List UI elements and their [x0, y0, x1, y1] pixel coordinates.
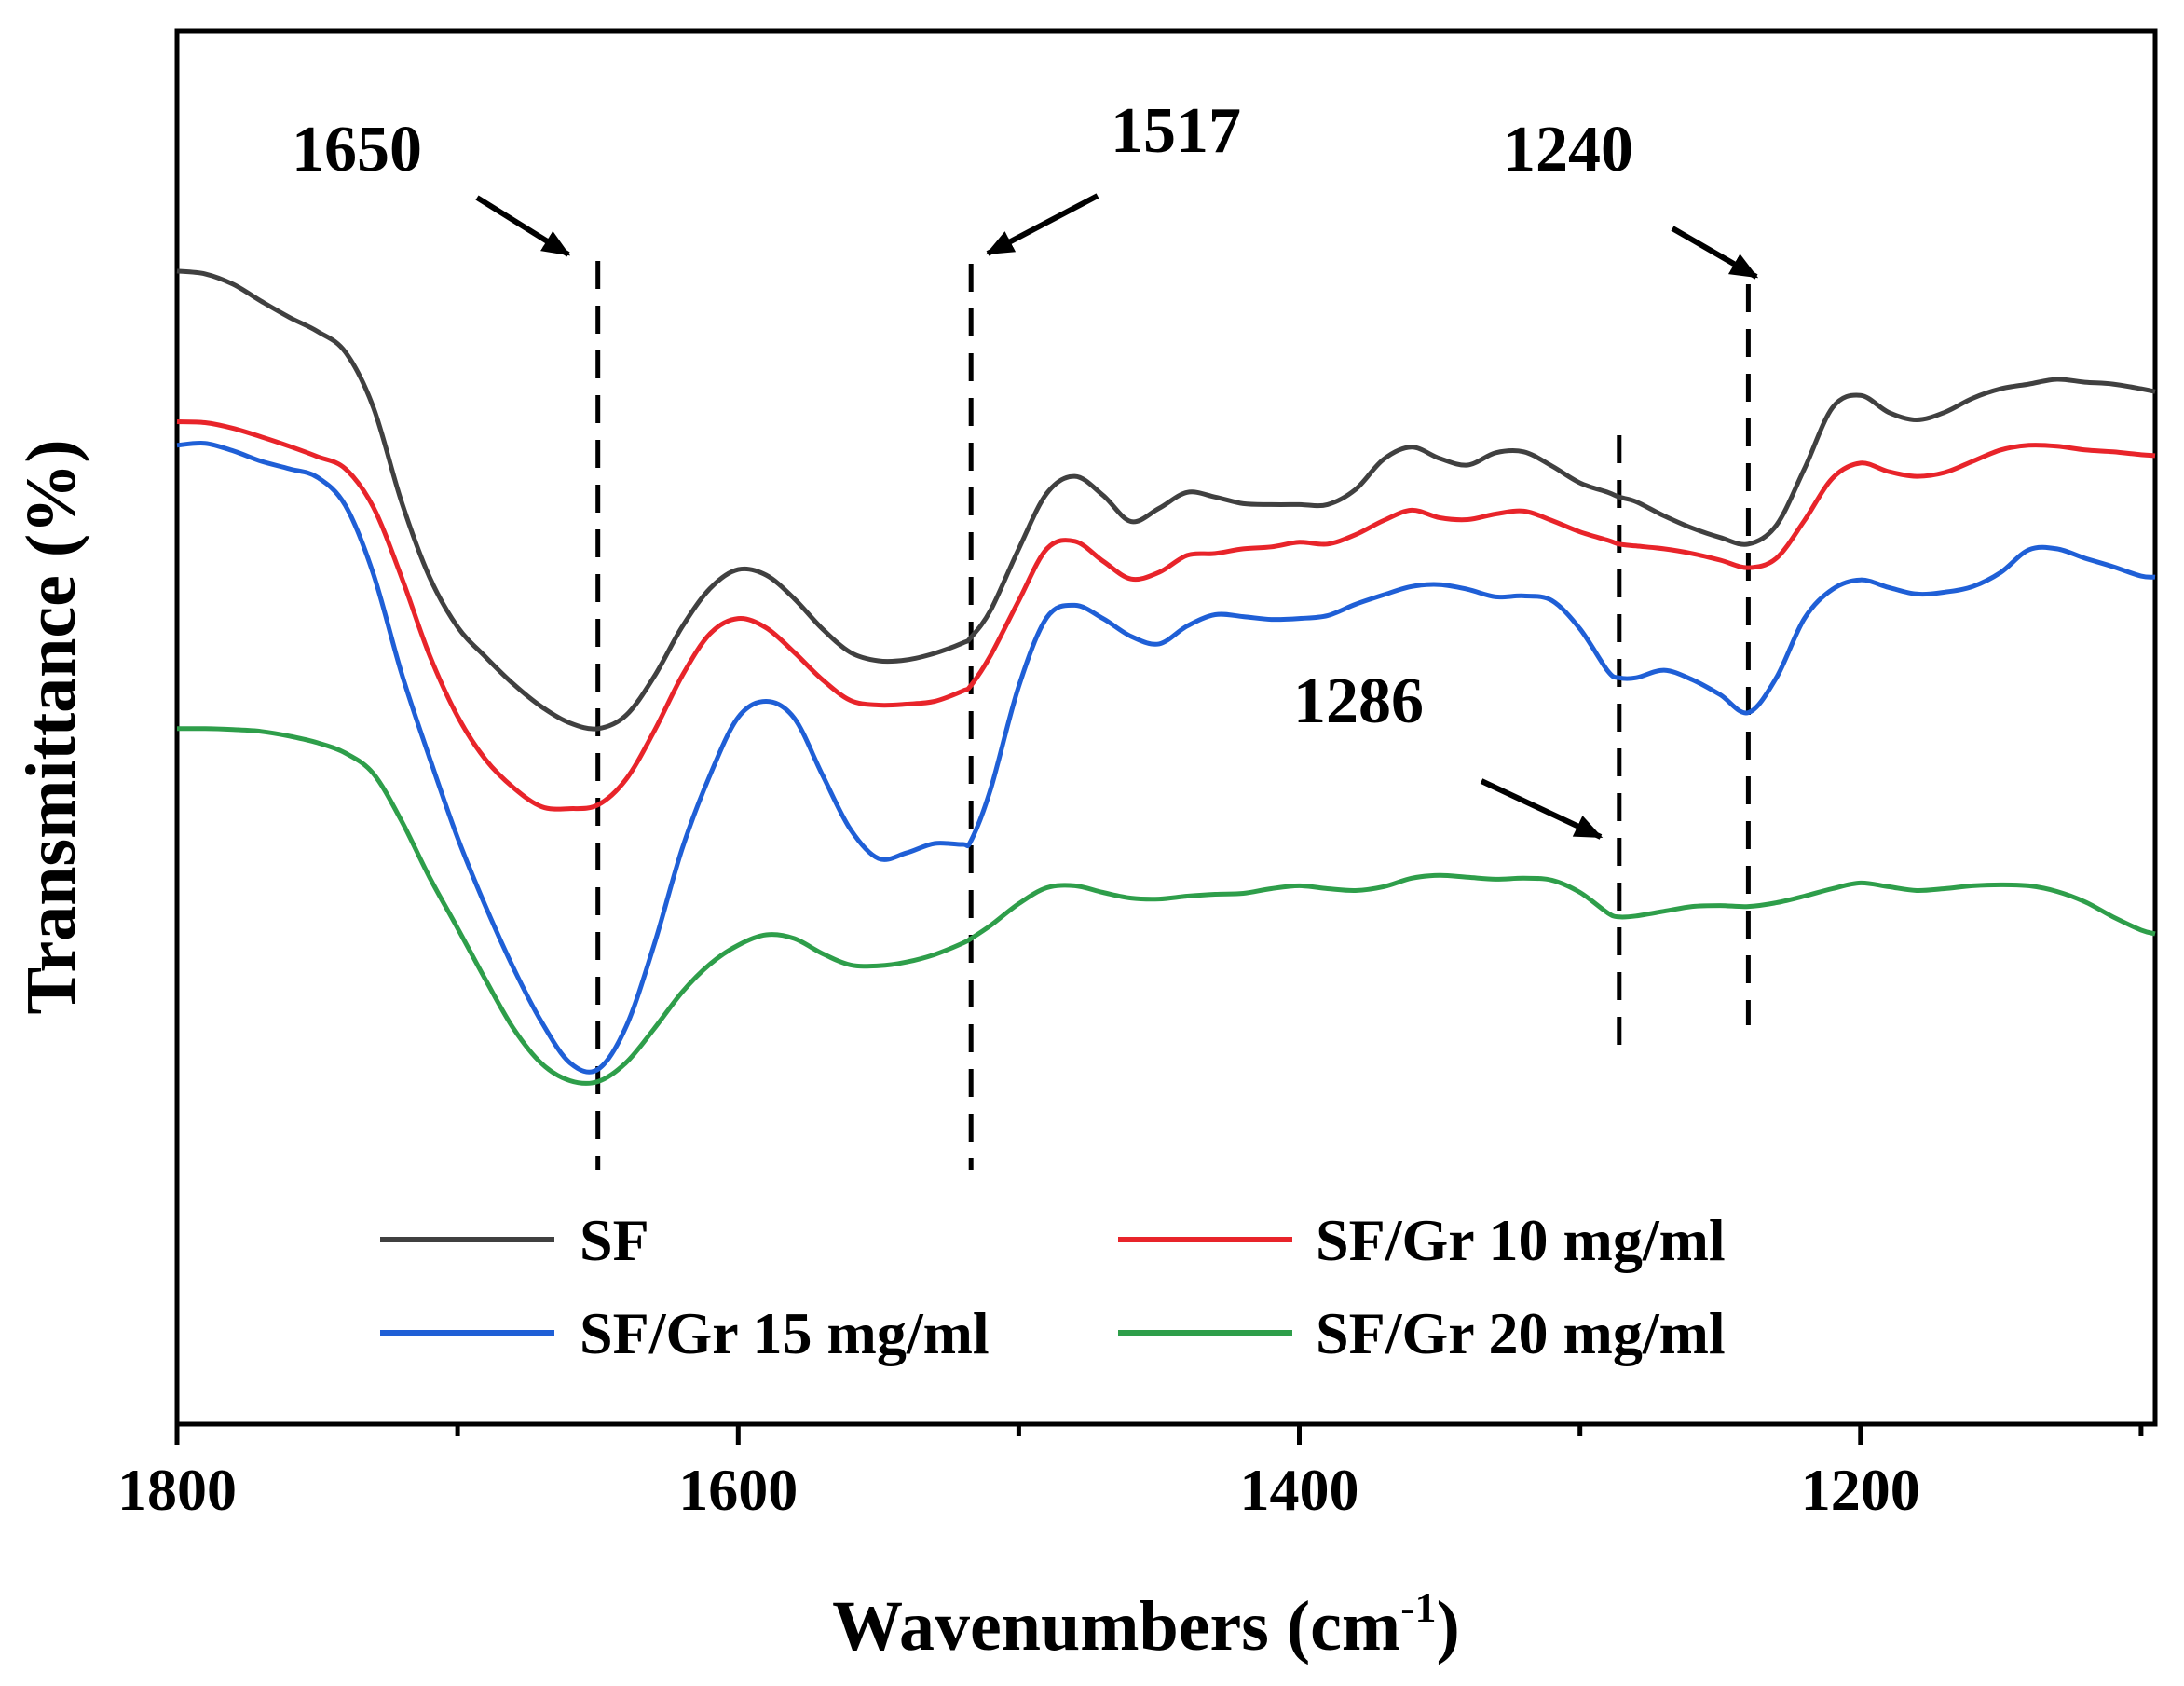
annotation-1240-label: 1240 — [1503, 114, 1633, 185]
annotation-1286-label: 1286 — [1293, 665, 1424, 737]
x-axis-title: Wavenumbers (cm-1) — [832, 1583, 1460, 1665]
x-tick-label-1200: 1200 — [1801, 1457, 1920, 1523]
legend-label-sf-gr-15: SF/Gr 15 mg/ml — [580, 1300, 990, 1366]
legend-label-sf: SF — [580, 1207, 649, 1273]
x-tick-label-1400: 1400 — [1240, 1457, 1359, 1523]
annotation-1650-arrow — [475, 195, 571, 257]
series-line-sf-gr-10-mg-ml — [176, 419, 2156, 812]
x-tick-label-1600: 1600 — [678, 1457, 798, 1523]
legend: SF SF/Gr 10 mg/ml SF/Gr 15 mg/ml SF/Gr 2… — [380, 1207, 1726, 1366]
annotation-1240-arrow — [1671, 226, 1759, 280]
x-tick-label-1800: 1800 — [117, 1457, 237, 1523]
y-axis-title: Transmittance (%) — [12, 439, 90, 1014]
series-layer — [176, 268, 2156, 1086]
annotation-1517-label: 1517 — [1111, 95, 1241, 167]
series-line-sf-gr-15-mg-ml — [176, 440, 2156, 1075]
plot-frame — [174, 28, 2158, 1427]
x-axis-ticks: 1800 1600 1400 1200 — [117, 1424, 2144, 1523]
series-line-sf — [176, 268, 2156, 732]
annotation-1517-arrow — [985, 193, 1099, 256]
series-line-sf-gr-20-mg-ml — [176, 726, 2156, 1086]
annotation-1650-label: 1650 — [292, 114, 422, 185]
legend-label-sf-gr-10: SF/Gr 10 mg/ml — [1316, 1207, 1726, 1273]
annotation-1286-arrow — [1480, 778, 1604, 840]
peak-marker-lines — [595, 261, 1751, 1170]
legend-label-sf-gr-20: SF/Gr 20 mg/ml — [1316, 1300, 1726, 1366]
